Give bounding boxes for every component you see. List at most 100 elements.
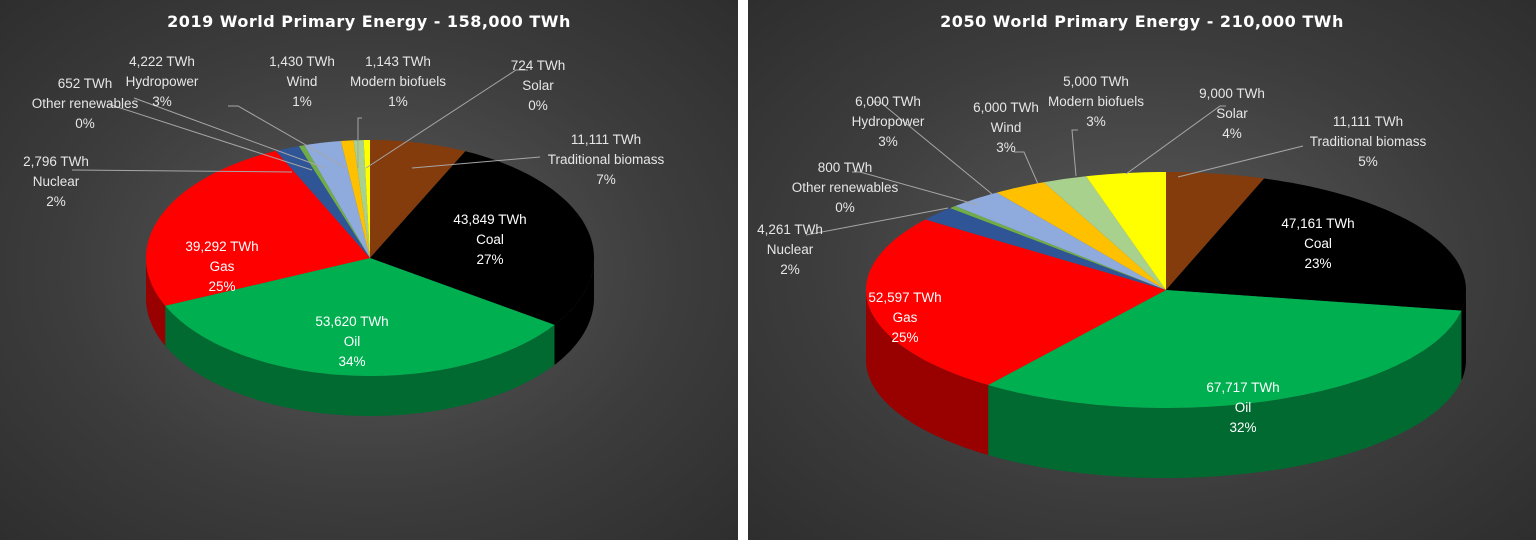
chart-2050: 2050 World Primary Energy - 210,000 TWh … bbox=[748, 0, 1536, 540]
slice-traditional-biomass bbox=[370, 140, 466, 258]
slice-hydropower bbox=[955, 192, 1166, 290]
label-value-label: 47,161 TWh bbox=[1281, 216, 1355, 231]
label-value-label: 9,000 TWh bbox=[1199, 86, 1265, 101]
label-percent: 27% bbox=[476, 252, 504, 267]
label-percent: 5% bbox=[1358, 154, 1378, 169]
label-percent: 34% bbox=[338, 354, 366, 369]
slice-other-renewables bbox=[298, 145, 370, 258]
slice-other-renewables bbox=[950, 206, 1166, 290]
label-percent: 23% bbox=[1304, 256, 1332, 271]
leader-line bbox=[228, 105, 347, 169]
label-value-label: 1,430 TWh bbox=[269, 54, 335, 69]
label-name: Gas bbox=[892, 310, 918, 325]
data-label-traditional-biomass: 11,111 TWh Traditional biomass 7% bbox=[548, 130, 665, 190]
leader-line bbox=[852, 171, 979, 206]
label-name: Hydropower bbox=[851, 114, 925, 129]
slice-modern-biofuels bbox=[353, 140, 370, 258]
label-value-label: 6,000 TWh bbox=[855, 94, 921, 109]
slice-side-gas bbox=[146, 258, 166, 346]
label-percent: 3% bbox=[152, 94, 172, 109]
slice-nuclear bbox=[925, 208, 1166, 290]
label-value-label: 5,000 TWh bbox=[1063, 74, 1129, 89]
slice-solar bbox=[1086, 172, 1166, 290]
label-percent: 1% bbox=[388, 94, 408, 109]
label-percent: 2% bbox=[780, 262, 800, 277]
label-name: Wind bbox=[286, 74, 318, 89]
data-label-coal: 47,161 TWh Coal 23% bbox=[1281, 214, 1354, 274]
leader-line bbox=[133, 97, 326, 169]
chart-title: 2050 World Primary Energy - 210,000 TWh bbox=[940, 12, 1344, 31]
label-value-label: 6,000 TWh bbox=[973, 100, 1039, 115]
label-name: Hydropower bbox=[125, 74, 199, 89]
label-percent: 3% bbox=[996, 140, 1016, 155]
data-label-solar: 724 TWh Solar 0% bbox=[511, 56, 566, 116]
label-value-label: 2,796 TWh bbox=[23, 154, 89, 169]
slice-gas bbox=[146, 150, 370, 306]
pie-svg bbox=[71, 69, 594, 416]
data-label-oil: 53,620 TWh Oil 34% bbox=[315, 312, 388, 372]
chart-title: 2019 World Primary Energy - 158,000 TWh bbox=[167, 12, 571, 31]
slice-solar bbox=[363, 140, 370, 258]
label-name: Oil bbox=[1234, 400, 1252, 415]
leader-line bbox=[1071, 129, 1078, 177]
label-percent: 32% bbox=[1229, 420, 1257, 435]
leader-line bbox=[872, 101, 993, 195]
label-percent: 7% bbox=[596, 172, 616, 187]
slice-modern-biofuels bbox=[1043, 176, 1166, 290]
leader-line bbox=[71, 169, 293, 173]
label-percent: 2% bbox=[46, 194, 66, 209]
label-value-label: 1,143 TWh bbox=[365, 54, 431, 69]
pie-svg bbox=[805, 101, 1466, 478]
slice-side-oil bbox=[988, 310, 1462, 478]
label-value-label: 67,717 TWh bbox=[1206, 380, 1280, 395]
label-name: Other renewables bbox=[791, 180, 899, 195]
slice-side-coal bbox=[554, 258, 594, 365]
leader-line bbox=[1177, 145, 1304, 178]
data-label-modern-biofuels: 5,000 TWh Modern biofuels 3% bbox=[1048, 72, 1144, 132]
slice-wind bbox=[340, 140, 370, 258]
label-value-label: 800 TWh bbox=[817, 160, 873, 175]
label-percent: 25% bbox=[891, 330, 919, 345]
data-label-modern-biofuels: 1,143 TWh Modern biofuels 1% bbox=[350, 52, 446, 112]
data-label-wind: 6,000 TWh Wind 3% bbox=[973, 98, 1039, 158]
data-label-gas: 52,597 TWh Gas 25% bbox=[868, 288, 941, 348]
data-label-nuclear: 2,796 TWh Nuclear 2% bbox=[23, 152, 89, 212]
label-name: Modern biofuels bbox=[1047, 94, 1145, 109]
label-name: Traditional biomass bbox=[547, 152, 665, 167]
label-value-label: 52,597 TWh bbox=[868, 290, 942, 305]
data-label-other-renewables: 652 TWh Other renewables 0% bbox=[32, 74, 139, 134]
label-name: Coal bbox=[1304, 236, 1332, 251]
label-percent: 3% bbox=[878, 134, 898, 149]
label-name: Modern biofuels bbox=[349, 74, 447, 89]
slice-side-oil bbox=[165, 305, 555, 416]
slice-oil bbox=[165, 258, 555, 376]
label-name: Oil bbox=[343, 334, 361, 349]
label-value-label: 39,292 TWh bbox=[185, 239, 259, 254]
leader-line bbox=[805, 207, 949, 236]
slice-traditional-biomass bbox=[1166, 172, 1265, 290]
label-value-label: 43,849 TWh bbox=[453, 212, 527, 227]
label-percent: 0% bbox=[75, 116, 95, 131]
slice-coal bbox=[370, 151, 594, 325]
leader-line bbox=[107, 103, 313, 171]
label-name: Wind bbox=[990, 120, 1022, 135]
label-value-label: 4,261 TWh bbox=[757, 222, 823, 237]
data-label-hydropower: 4,222 TWh Hydropower 3% bbox=[126, 52, 199, 112]
data-label-gas: 39,292 TWh Gas 25% bbox=[185, 237, 258, 297]
label-name: Other renewables bbox=[31, 96, 139, 111]
label-name: Coal bbox=[476, 232, 504, 247]
leader-line bbox=[365, 69, 528, 169]
label-percent: 4% bbox=[1222, 126, 1242, 141]
data-label-wind: 1,430 TWh Wind 1% bbox=[269, 52, 335, 112]
leader-line bbox=[1125, 105, 1226, 175]
data-label-oil: 67,717 TWh Oil 32% bbox=[1206, 378, 1279, 438]
label-value-label: 11,111 TWh bbox=[1332, 114, 1404, 129]
data-label-nuclear: 4,261 TWh Nuclear 2% bbox=[757, 220, 823, 280]
label-percent: 25% bbox=[208, 279, 236, 294]
slice-oil bbox=[988, 290, 1462, 408]
label-percent: 1% bbox=[292, 94, 312, 109]
data-label-traditional-biomass: 11,111 TWh Traditional biomass 5% bbox=[1310, 112, 1427, 172]
slice-coal bbox=[1166, 178, 1466, 311]
slice-nuclear bbox=[275, 146, 370, 258]
label-value-label: 11,111 TWh bbox=[570, 132, 642, 147]
